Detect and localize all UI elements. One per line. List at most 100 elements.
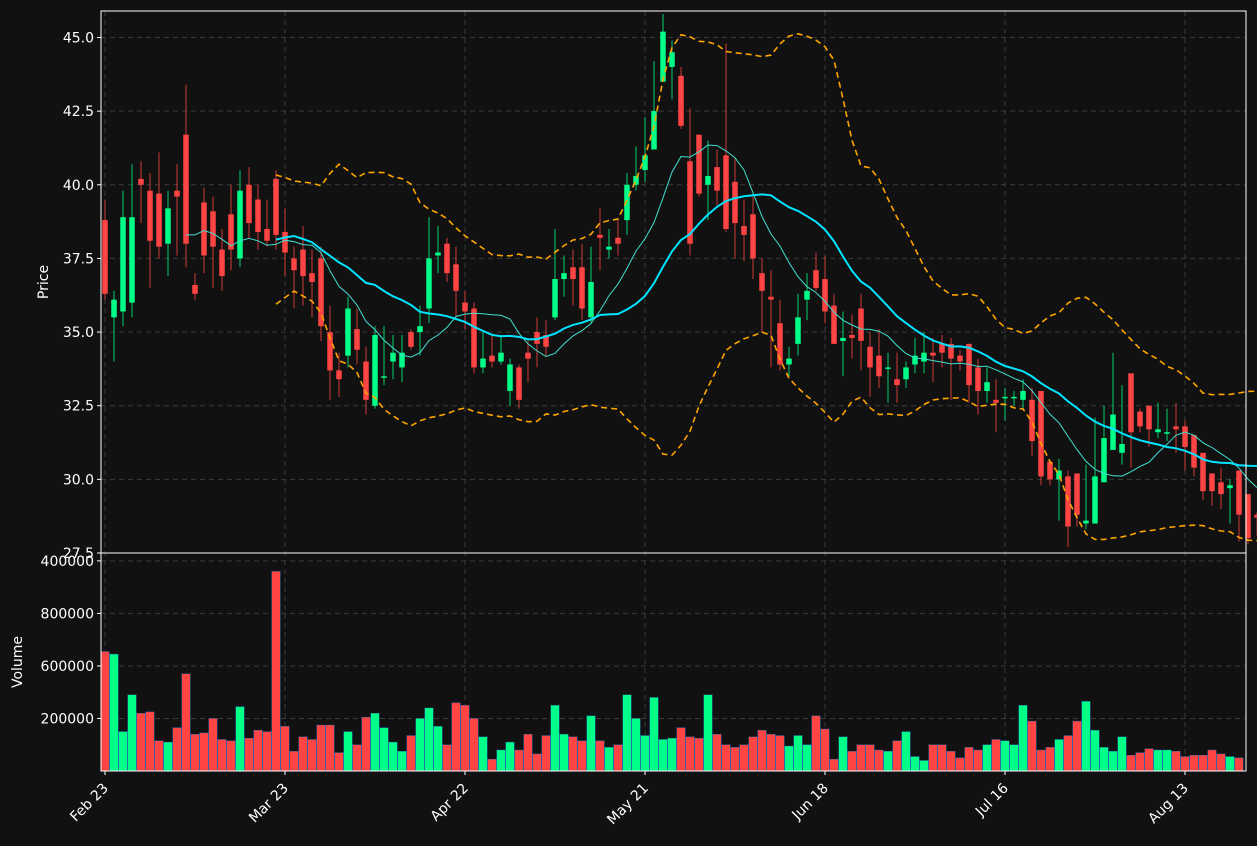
candle-body [732, 181, 738, 224]
volume-bar [289, 751, 299, 772]
volume-bar [1090, 730, 1100, 772]
price-tick-label: 27.5 [63, 546, 94, 562]
volume-bar [964, 747, 974, 772]
volume-bar [703, 694, 713, 772]
candle-body [849, 335, 855, 338]
candle-body [669, 52, 675, 67]
volume-bar [1234, 757, 1244, 772]
volume-bar [595, 740, 605, 772]
volume-bar [379, 727, 389, 772]
x-tick-label: Feb 23 [67, 781, 112, 826]
candle-body [858, 308, 864, 341]
candle-body [1011, 396, 1017, 399]
volume-bar [856, 744, 866, 772]
candle-body [471, 308, 477, 368]
volume-bar [793, 735, 803, 772]
volume-bar [631, 718, 641, 772]
candle-body [777, 323, 783, 365]
candle-body [192, 284, 198, 294]
candle-body [372, 335, 378, 406]
candle-body [1092, 476, 1098, 524]
volume-bar [442, 744, 452, 772]
volume-bar [235, 706, 245, 772]
candle-body [300, 249, 306, 277]
candle-body [408, 332, 414, 347]
candle-body [201, 202, 207, 256]
candle-body [1227, 485, 1233, 489]
candle-body [363, 361, 369, 400]
candle-body [768, 296, 774, 300]
volume-bar [415, 718, 425, 772]
x-tick-label: Aug 13 [1145, 781, 1191, 827]
volume-bar [1054, 739, 1064, 772]
candle-body [381, 376, 387, 378]
candle-body [462, 302, 468, 312]
volume-bar [514, 749, 524, 772]
volume-bar [901, 731, 911, 772]
candle-body [840, 337, 846, 341]
candle-body [615, 237, 621, 244]
volume-bar [829, 758, 839, 772]
volume-bar [181, 673, 191, 772]
candle-body [831, 305, 837, 344]
volume-bar [559, 734, 569, 772]
volume-bar [1189, 755, 1199, 772]
volume-bar [424, 707, 434, 772]
candle-body [795, 317, 801, 344]
candle-body [111, 299, 117, 318]
candle-body [1119, 444, 1125, 453]
volume-bar [388, 741, 398, 772]
volume-bar [505, 741, 515, 772]
candle-body [1164, 432, 1170, 434]
volume-bar [640, 735, 650, 772]
candle-body [633, 175, 639, 185]
volume-bar [937, 744, 947, 772]
volume-bar [757, 730, 767, 772]
candle-body [183, 134, 189, 244]
volume-bar [316, 724, 326, 772]
volume-bars-group [100, 571, 1244, 772]
candle-body [1218, 482, 1224, 495]
candle-body [543, 335, 549, 347]
volume-bar [1162, 749, 1172, 772]
candle-body [651, 111, 657, 150]
price-tick-label: 45.0 [63, 31, 94, 47]
candle-body [489, 355, 495, 362]
candle-body [1101, 438, 1107, 483]
volume-bar [298, 736, 308, 772]
volume-bar [1144, 748, 1154, 772]
bollinger-upper-line [275, 32, 1257, 396]
price-tick-label: 30.0 [63, 472, 94, 488]
volume-bar [811, 715, 821, 772]
candle-body [1155, 429, 1161, 433]
candle-body [1182, 426, 1188, 447]
candle-body [993, 399, 999, 403]
candles-group [102, 13, 1257, 548]
volume-bar [352, 744, 362, 772]
candle-body [516, 367, 522, 400]
volume-bar [109, 653, 119, 772]
volume-bar [397, 751, 407, 772]
volume-bar [919, 760, 929, 772]
volume-bar [568, 736, 578, 772]
volume-bar [946, 751, 956, 772]
volume-bar [766, 734, 776, 772]
volume-bar [496, 749, 506, 772]
volume-bar [163, 741, 173, 772]
volume-bar [433, 726, 443, 772]
candle-body [561, 273, 567, 280]
x-tick-label: May 21 [604, 781, 652, 829]
volume-bar [577, 740, 587, 772]
volume-tick-label: 400000 [41, 554, 94, 570]
candle-body [687, 161, 693, 244]
volume-bar [604, 747, 614, 772]
volume-bar [694, 737, 704, 772]
volume-bar [1081, 701, 1091, 772]
candle-body [957, 355, 963, 362]
candle-body [714, 167, 720, 191]
volume-bar [982, 744, 992, 772]
candle-body [309, 273, 315, 282]
volume-bar [1027, 720, 1037, 772]
candle-body [822, 279, 828, 312]
